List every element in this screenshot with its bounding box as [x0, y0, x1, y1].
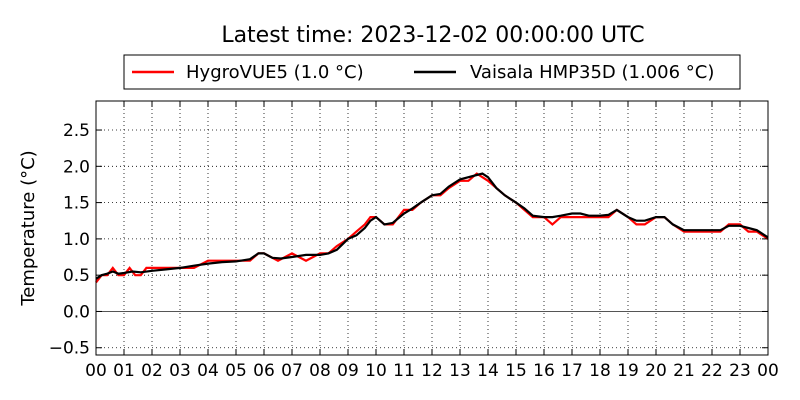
x-tick-label: 00 [757, 361, 779, 381]
y-axis-label: Temperature (°C) [18, 150, 39, 306]
y-tick-label: 1.5 [63, 194, 90, 214]
y-tick-label: −0.5 [49, 339, 90, 359]
x-axis: 00 01 02 03 04 05 06 07 08 09 10 11 12 13 14 15 16 17 18 19… [85, 101, 779, 381]
y-axis: −0.5 0.0 0.5 1.0 1.5 2.0 2.5 [49, 121, 768, 359]
y-tick-label: 0.5 [63, 266, 90, 286]
x-tick-label: 20 [645, 361, 667, 381]
x-tick-label: 18 [589, 361, 611, 381]
legend-label-vaisala-hmp35d: Vaisala HMP35D (1.006 °C) [470, 62, 714, 83]
x-tick-label: 16 [533, 361, 555, 381]
x-tick-label: 05 [225, 361, 247, 381]
x-tick-label: 17 [561, 361, 583, 381]
x-tick-label: 02 [141, 361, 163, 381]
grid [96, 101, 768, 355]
x-tick-label: 23 [729, 361, 751, 381]
legend-label-hygrovue5: HygroVUE5 (1.0 °C) [186, 62, 364, 83]
x-tick-label: 00 [85, 361, 107, 381]
x-tick-label: 19 [617, 361, 639, 381]
series-line-vaisala-hmp35d [95, 172, 769, 280]
chart-title: Latest time: 2023-12-02 00:00:00 UTC [221, 23, 644, 48]
x-tick-label: 15 [505, 361, 527, 381]
x-tick-label: 04 [197, 361, 219, 381]
legend: HygroVUE5 (1.0 °C) Vaisala HMP35D (1.006 … [123, 54, 741, 90]
x-tick-label: 11 [393, 361, 415, 381]
x-tick-label: 01 [113, 361, 135, 381]
plot-frame [95, 100, 769, 356]
x-tick-label: 08 [309, 361, 331, 381]
x-tick-label: 03 [169, 361, 191, 381]
x-tick-label: 06 [253, 361, 275, 381]
x-tick-label: 09 [337, 361, 359, 381]
y-tick-label: 1.0 [63, 230, 90, 250]
y-tick-label: 2.5 [63, 121, 90, 141]
y-tick-label: 2.0 [63, 157, 90, 177]
plot-area: 00 01 02 03 04 05 06 07 08 09 10 11 12 13 14 15 16 17 18 19… [49, 100, 779, 381]
series-layer [95, 172, 769, 284]
y-tick-label: 0.0 [63, 302, 90, 322]
x-tick-label: 13 [449, 361, 471, 381]
x-tick-label: 07 [281, 361, 303, 381]
x-tick-label: 22 [701, 361, 723, 381]
x-tick-label: 12 [421, 361, 443, 381]
x-tick-label: 21 [673, 361, 695, 381]
x-tick-label: 10 [365, 361, 387, 381]
x-tick-label: 14 [477, 361, 499, 381]
